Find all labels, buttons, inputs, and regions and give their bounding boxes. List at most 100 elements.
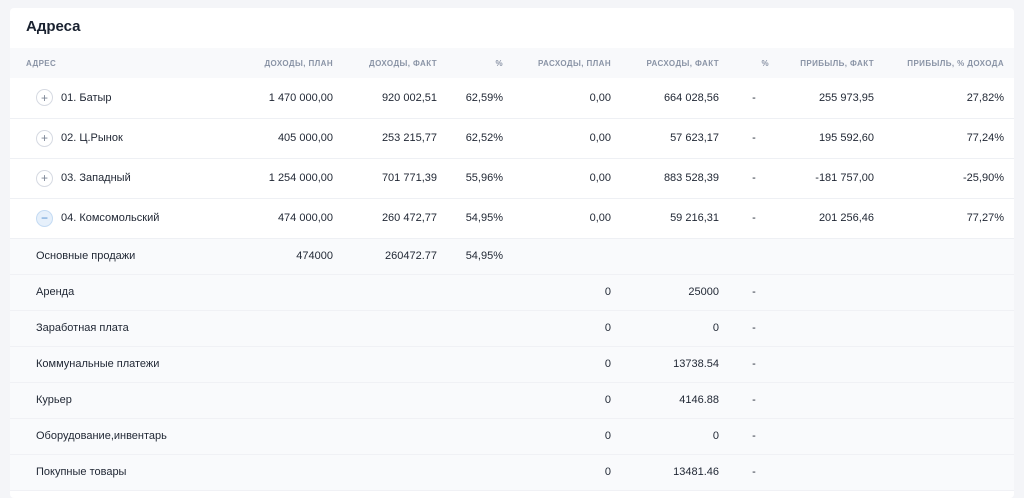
table-row[interactable]: +01. Батыр 1 470 000,00 920 002,51 62,59…	[10, 78, 1014, 119]
address-name: 02. Ц.Рынок	[61, 132, 123, 144]
expense-fact-cell: 4146.88	[621, 382, 729, 419]
expense-plan-cell: 0,00	[513, 158, 621, 199]
column-header-profit-fact[interactable]: Прибыль, факт	[800, 58, 874, 68]
profit-fact-cell: -181 757,00	[779, 158, 884, 199]
profit-fact-cell: 195 592,60	[779, 118, 884, 159]
profit-percent-cell: -25,90%	[884, 158, 1014, 199]
income-percent-cell: 54,95%	[447, 198, 513, 239]
income-percent-cell: 55,96%	[447, 158, 513, 199]
subrow-name: Заработная плата	[10, 310, 240, 347]
column-header-income-percent[interactable]: %	[495, 58, 503, 68]
profit-percent-cell: 27,82%	[884, 78, 1014, 119]
expense-fact-cell: 0	[621, 310, 729, 347]
income-fact-cell	[343, 382, 447, 419]
addresses-table: Адрес Доходы, план Доходы, факт % Расход…	[10, 48, 1014, 491]
expense-percent-cell: -	[729, 346, 779, 383]
column-header-expense-percent[interactable]: %	[761, 58, 769, 68]
column-header-expense-plan[interactable]: Расходы, план	[537, 58, 611, 68]
subrow-name: Курьер	[10, 382, 240, 419]
income-fact-cell: 260472.77	[343, 238, 447, 275]
expense-fact-cell: 13738.54	[621, 346, 729, 383]
profit-percent-cell: 77,24%	[884, 118, 1014, 159]
expense-percent-cell: -	[729, 274, 779, 311]
income-fact-cell: 253 215,77	[343, 118, 447, 159]
income-plan-cell	[240, 310, 343, 347]
collapse-minus-icon[interactable]: −	[36, 209, 53, 227]
column-header-address[interactable]: Адрес	[26, 58, 57, 68]
income-plan-cell	[240, 382, 343, 419]
page-title: Адреса	[26, 18, 81, 35]
subrow-name: Оборудование,инвентарь	[10, 418, 240, 455]
expense-fact-cell: 883 528,39	[621, 158, 729, 199]
expense-percent-cell	[729, 238, 779, 275]
column-header-expense-fact[interactable]: Расходы, факт	[646, 58, 719, 68]
income-percent-cell: 54,95%	[447, 238, 513, 275]
income-fact-cell: 260 472,77	[343, 198, 447, 239]
expand-plus-icon[interactable]: +	[36, 169, 53, 187]
subrow: Коммунальные платежи 0 13738.54 -	[10, 346, 1014, 383]
expense-fact-cell: 25000	[621, 274, 729, 311]
expand-plus-icon[interactable]: +	[36, 129, 53, 147]
address-name: 03. Западный	[61, 172, 131, 184]
expense-percent-cell: -	[729, 118, 779, 159]
table-row[interactable]: +02. Ц.Рынок 405 000,00 253 215,77 62,52…	[10, 118, 1014, 159]
income-plan-cell: 1 470 000,00	[240, 78, 343, 119]
profit-fact-cell: 201 256,46	[779, 198, 884, 239]
expense-fact-cell: 664 028,56	[621, 78, 729, 119]
subrow: Аренда 0 25000 -	[10, 274, 1014, 311]
subrow: Курьер 0 4146.88 -	[10, 382, 1014, 419]
expense-percent-cell: -	[729, 454, 779, 491]
subrow-name: Покупные товары	[10, 454, 240, 491]
expense-percent-cell: -	[729, 158, 779, 199]
expense-plan-cell: 0	[513, 346, 621, 383]
subrow: Оборудование,инвентарь 0 0 -	[10, 418, 1014, 455]
subrow-name: Аренда	[10, 274, 240, 311]
subrow-name: Коммунальные платежи	[10, 346, 240, 383]
expense-plan-cell: 0	[513, 454, 621, 491]
income-percent-cell	[447, 382, 513, 419]
expense-percent-cell: -	[729, 310, 779, 347]
income-fact-cell	[343, 454, 447, 491]
expense-plan-cell: 0	[513, 382, 621, 419]
expand-plus-icon[interactable]: +	[36, 89, 53, 107]
expense-plan-cell: 0,00	[513, 198, 621, 239]
profit-percent-cell: 77,27%	[884, 198, 1014, 239]
income-fact-cell	[343, 346, 447, 383]
income-plan-cell	[240, 454, 343, 491]
expense-percent-cell: -	[729, 418, 779, 455]
income-fact-cell	[343, 310, 447, 347]
income-percent-cell	[447, 346, 513, 383]
expense-plan-cell: 0	[513, 418, 621, 455]
expense-plan-cell: 0,00	[513, 78, 621, 119]
income-percent-cell	[447, 454, 513, 491]
profit-fact-cell: 255 973,95	[779, 78, 884, 119]
table-row[interactable]: +03. Западный 1 254 000,00 701 771,39 55…	[10, 158, 1014, 199]
income-plan-cell: 1 254 000,00	[240, 158, 343, 199]
subrow-name: Основные продажи	[10, 238, 240, 275]
expense-fact-cell	[621, 238, 729, 275]
income-percent-cell	[447, 418, 513, 455]
expense-fact-cell: 59 216,31	[621, 198, 729, 239]
income-plan-cell: 474000	[240, 238, 343, 275]
income-percent-cell: 62,59%	[447, 78, 513, 119]
subrow: Заработная плата 0 0 -	[10, 310, 1014, 347]
expense-plan-cell: 0,00	[513, 118, 621, 159]
income-plan-cell: 474 000,00	[240, 198, 343, 239]
income-plan-cell: 405 000,00	[240, 118, 343, 159]
address-name: 01. Батыр	[61, 91, 112, 104]
income-percent-cell	[447, 274, 513, 311]
column-header-profit-percent[interactable]: Прибыль, % дохода	[907, 58, 1004, 68]
table-row[interactable]: −04. Комсомольский 474 000,00 260 472,77…	[10, 198, 1014, 239]
addresses-card: Адреса Адрес Доходы, план Доходы, факт %…	[10, 8, 1014, 498]
income-plan-cell	[240, 274, 343, 311]
income-percent-cell: 62,52%	[447, 118, 513, 159]
expense-plan-cell: 0	[513, 310, 621, 347]
expense-fact-cell: 0	[621, 418, 729, 455]
expense-plan-cell	[513, 238, 621, 275]
expense-fact-cell: 57 623,17	[621, 118, 729, 159]
income-fact-cell: 701 771,39	[343, 158, 447, 199]
expense-fact-cell: 13481.46	[621, 454, 729, 491]
expense-percent-cell: -	[729, 382, 779, 419]
column-header-income-fact[interactable]: Доходы, факт	[368, 58, 437, 68]
column-header-income-plan[interactable]: Доходы, план	[264, 58, 333, 68]
